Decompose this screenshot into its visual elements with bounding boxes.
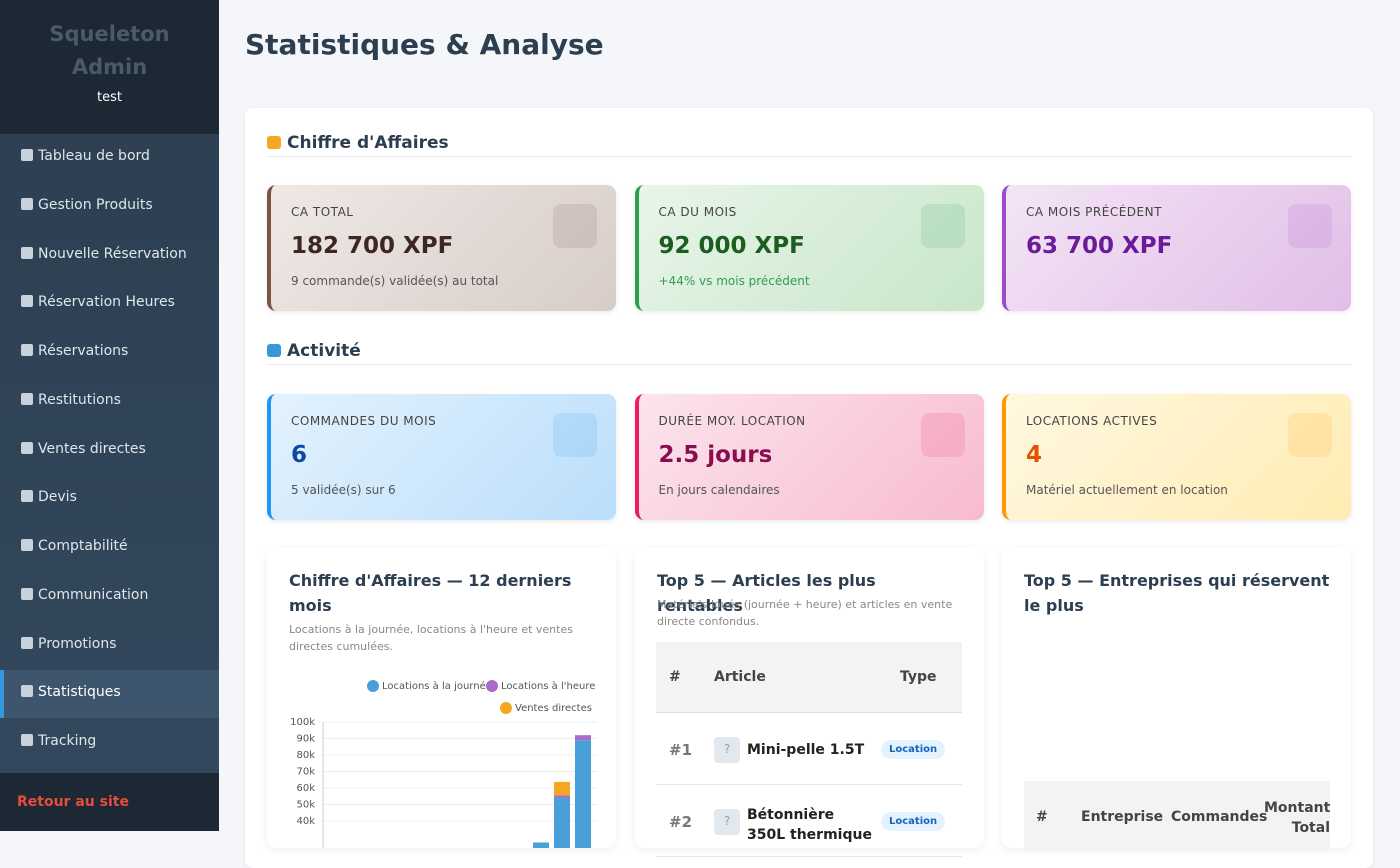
column-header: Article — [714, 669, 766, 685]
type-badge: Location — [881, 740, 946, 759]
stat-label: LOCATIONS ACTIVES — [1026, 414, 1158, 428]
articles-subtitle: Matériels loués (journée + heure) et art… — [657, 598, 953, 628]
stat-label: CA DU MOIS — [658, 205, 737, 219]
article-name: Mini-pelle 1.5T — [747, 742, 865, 758]
menu-item[interactable]: Devis — [0, 475, 219, 523]
y-tick-label: 70k — [296, 767, 315, 778]
stat-label: CA MOIS PRÉCÉDENT — [1026, 205, 1162, 219]
stat-icon — [553, 204, 597, 248]
column-header: # — [669, 669, 681, 685]
user: test — [97, 90, 122, 105]
stat-card: CA TOTAL 182 700 XPF 9 commande(s) validée… — [267, 185, 616, 311]
rank: #2 — [669, 813, 693, 831]
stat-value: 63 700 XPF — [1026, 233, 1173, 259]
y-tick-label: 100k — [290, 717, 315, 728]
chart-subtitle: Locations à la journée, locations à l'he… — [289, 623, 573, 653]
stat-value: 4 — [1026, 442, 1043, 468]
stat-label: COMMANDES DU MOIS — [291, 414, 437, 428]
stat-card: DURÉE MOY. LOCATION 2.5 jours En jours cal… — [634, 394, 984, 520]
articles-card: Top 5 — Articles les plus rentables Maté… — [635, 548, 984, 857]
stat-icon — [920, 413, 965, 457]
stat-label: DURÉE MOY. LOCATION — [658, 414, 806, 428]
menu-item[interactable]: Ventes directes — [0, 427, 219, 475]
stat-icon — [1288, 204, 1332, 248]
legend-label: Locations à la journée — [382, 680, 492, 692]
companies-card: Top 5 — Entreprises qui réservent le plu… — [1002, 548, 1351, 851]
column-header: Commandes — [1171, 809, 1268, 825]
stat-note: +44% vs mois précédent — [658, 274, 810, 288]
page-title: Statistiques & Analyse — [245, 28, 604, 61]
stat-card: LOCATIONS ACTIVES 4 Matériel actuellement … — [1002, 394, 1351, 520]
stat-note: 5 validée(s) sur 6 — [291, 483, 396, 497]
menu-item[interactable]: Communication — [0, 573, 219, 621]
articles-title: Top 5 — Articles les plus rentables — [657, 571, 876, 615]
legend-swatch — [500, 702, 512, 714]
column-header: Entreprise — [1081, 809, 1164, 825]
thumb: ? — [714, 809, 740, 835]
chart-card: Chiffre d'Affaires — 12 derniers mois Lo… — [267, 548, 616, 848]
stat-icon — [1288, 413, 1332, 457]
stat-value: 2.5 jours — [658, 442, 773, 468]
y-tick-label: 40k — [296, 816, 315, 827]
stat-note: Matériel actuellement en location — [1026, 483, 1228, 497]
rank: #1 — [669, 741, 693, 759]
menu-item[interactable]: Statistiques — [0, 670, 219, 719]
y-tick-label: 50k — [296, 800, 315, 811]
column-header: # — [1036, 809, 1048, 825]
y-tick-label: 60k — [296, 783, 315, 794]
stat-label: CA TOTAL — [291, 205, 354, 219]
menu-item[interactable]: Réservations — [0, 329, 219, 377]
section-title: Chiffre d'Affaires — [267, 133, 1352, 157]
stat-icon — [553, 413, 597, 457]
type-badge: Location — [881, 812, 946, 831]
menu-item[interactable]: Réservation Heures — [0, 280, 219, 328]
bar-segment — [533, 842, 549, 848]
article-name: Bétonnière 350L thermique — [747, 807, 872, 843]
legend-swatch — [486, 680, 498, 692]
bar-segment — [554, 795, 570, 798]
stat-card: CA DU MOIS 92 000 XPF +44% vs mois précéde… — [634, 185, 984, 311]
section-text: Activité — [287, 341, 361, 361]
back-link[interactable]: Retour au site — [0, 773, 219, 831]
bar-segment — [554, 797, 570, 848]
chart-title: Chiffre d'Affaires — 12 derniers mois — [289, 571, 572, 615]
thumb: ? — [714, 737, 740, 763]
chart: 40k 50k 60k 70k 80k 90k 100k Locations à la jou… — [290, 680, 597, 848]
menu-item[interactable]: Comptabilité — [0, 524, 219, 572]
menu-item[interactable]: Tableau de bord — [0, 134, 219, 182]
menu-item[interactable]: Promotions — [0, 622, 219, 670]
table-header — [656, 642, 962, 713]
page: Squeleton Admin test Retour au site Tabl… — [0, 0, 1400, 831]
bar-segment — [554, 781, 570, 796]
legend-swatch — [367, 680, 379, 692]
stat-value: 6 — [291, 442, 308, 468]
menu-item[interactable]: Nouvelle Réservation — [0, 232, 219, 280]
stat-note: En jours calendaires — [658, 483, 780, 497]
brand-box: Squeleton Admin test — [0, 0, 219, 134]
stat-card: COMMANDES DU MOIS 6 5 validée(s) sur 6 — [267, 394, 616, 520]
legend-label: Ventes directes — [515, 703, 592, 714]
section-text: Chiffre d'Affaires — [287, 133, 449, 153]
menu-item[interactable]: Tracking — [0, 719, 219, 767]
bar-segment — [575, 740, 591, 848]
column-header: Montant Total — [1264, 800, 1331, 836]
stat-icon — [920, 204, 965, 248]
stat-note: 9 commande(s) validée(s) au total — [291, 274, 499, 288]
y-tick-label: 80k — [296, 750, 315, 761]
bar-segment — [575, 735, 591, 741]
brand: Squeleton Admin — [49, 22, 170, 79]
stat-card: CA MOIS PRÉCÉDENT 63 700 XPF — [1002, 185, 1351, 311]
y-tick-label: 90k — [296, 734, 315, 745]
section-title: Activité — [267, 341, 1352, 365]
companies-title: Top 5 — Entreprises qui réservent le plu… — [1024, 571, 1330, 615]
column-header: Type — [900, 669, 937, 685]
sidebar: Squeleton Admin test Retour au site Tabl… — [0, 0, 219, 831]
stat-value: 182 700 XPF — [291, 233, 454, 259]
table-row — [656, 713, 962, 785]
stat-value: 92 000 XPF — [658, 233, 805, 259]
menu-item[interactable]: Restitutions — [0, 378, 219, 426]
menu-item[interactable]: Gestion Produits — [0, 183, 219, 231]
legend-label: Locations à l'heure — [501, 680, 595, 692]
